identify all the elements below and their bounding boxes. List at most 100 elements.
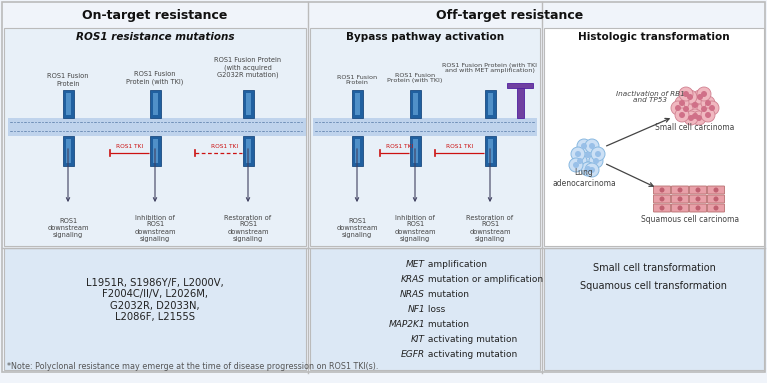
Text: ROS1 TKI: ROS1 TKI: [212, 144, 239, 149]
Bar: [413, 93, 418, 115]
FancyBboxPatch shape: [653, 195, 670, 203]
Text: Squamous cell carcinoma: Squamous cell carcinoma: [641, 216, 739, 224]
Circle shape: [705, 100, 711, 106]
Text: ROS1 Fusion Protein
(with acquired
G2032R mutation): ROS1 Fusion Protein (with acquired G2032…: [215, 57, 281, 79]
Text: Lung
adenocarcinoma: Lung adenocarcinoma: [552, 168, 616, 188]
FancyBboxPatch shape: [707, 204, 725, 212]
Text: NF1: NF1: [407, 305, 425, 314]
Circle shape: [701, 96, 715, 110]
Circle shape: [671, 101, 685, 115]
Circle shape: [660, 196, 664, 201]
Bar: [413, 139, 418, 163]
Bar: [544, 28, 764, 246]
Circle shape: [692, 102, 698, 108]
Circle shape: [589, 154, 603, 168]
Circle shape: [701, 91, 707, 97]
Circle shape: [677, 206, 683, 211]
Circle shape: [688, 98, 702, 112]
Bar: [313, 118, 537, 136]
FancyBboxPatch shape: [707, 186, 725, 194]
Bar: [153, 93, 158, 115]
Text: Off-target resistance: Off-target resistance: [436, 10, 584, 23]
Circle shape: [573, 154, 587, 168]
FancyBboxPatch shape: [707, 195, 725, 203]
Circle shape: [569, 158, 583, 172]
Bar: [153, 139, 158, 163]
FancyBboxPatch shape: [671, 195, 689, 203]
Circle shape: [683, 90, 697, 104]
Text: mutation: mutation: [425, 290, 469, 299]
Text: *Note: Polyclonal resistance may emerge at the time of disease progression on RO: *Note: Polyclonal resistance may emerge …: [7, 362, 378, 371]
Bar: [66, 139, 71, 163]
Bar: [485, 90, 496, 118]
Circle shape: [705, 101, 719, 115]
Circle shape: [585, 163, 599, 177]
Text: ROS1 Fusion
Protein: ROS1 Fusion Protein: [337, 75, 377, 85]
Circle shape: [693, 90, 707, 104]
FancyBboxPatch shape: [653, 186, 670, 194]
Text: activating mutation: activating mutation: [425, 335, 517, 344]
Text: ROS1
downstream
signaling: ROS1 downstream signaling: [48, 218, 89, 238]
Bar: [410, 90, 421, 118]
Bar: [355, 93, 360, 115]
Text: amplification: amplification: [425, 260, 487, 269]
Text: KRAS: KRAS: [401, 275, 425, 284]
Circle shape: [677, 196, 683, 201]
Circle shape: [683, 106, 689, 112]
Text: Restoration of
ROS1
downstream
signaling: Restoration of ROS1 downstream signaling: [225, 214, 272, 242]
Text: ROS1 TKI: ROS1 TKI: [446, 144, 473, 149]
Bar: [517, 88, 524, 118]
Circle shape: [675, 108, 689, 122]
Circle shape: [713, 196, 719, 201]
Circle shape: [696, 196, 700, 201]
Text: ROS1 Fusion
Protein (with TKI): ROS1 Fusion Protein (with TKI): [127, 71, 183, 85]
Circle shape: [688, 109, 702, 123]
Bar: [310, 248, 540, 370]
Circle shape: [696, 188, 700, 193]
Text: ROS1 TKI: ROS1 TKI: [387, 144, 413, 149]
Text: Inhibition of
ROS1
downstream
signaling: Inhibition of ROS1 downstream signaling: [134, 214, 176, 242]
Bar: [355, 139, 360, 163]
Circle shape: [705, 112, 711, 118]
Text: MET: MET: [406, 260, 425, 269]
Circle shape: [581, 148, 595, 162]
Bar: [352, 136, 363, 166]
Bar: [66, 93, 71, 115]
Bar: [4, 28, 306, 246]
Circle shape: [589, 143, 595, 149]
Text: activating mutation: activating mutation: [425, 350, 517, 359]
Text: Histologic transformation: Histologic transformation: [578, 32, 730, 42]
Bar: [352, 90, 363, 118]
Text: mutation or amplification: mutation or amplification: [425, 275, 543, 284]
Text: EGFR: EGFR: [401, 350, 425, 359]
Circle shape: [581, 162, 595, 176]
Circle shape: [684, 111, 698, 125]
Bar: [243, 136, 254, 166]
Text: Inactivation of RB1
and TP53: Inactivation of RB1 and TP53: [616, 90, 684, 103]
Text: mutation: mutation: [425, 320, 469, 329]
Circle shape: [660, 206, 664, 211]
FancyBboxPatch shape: [690, 204, 706, 212]
Circle shape: [692, 113, 698, 119]
Bar: [243, 90, 254, 118]
Bar: [507, 83, 533, 88]
Circle shape: [683, 91, 689, 97]
Text: KIT: KIT: [411, 335, 425, 344]
Circle shape: [675, 96, 689, 110]
Bar: [246, 93, 251, 115]
Circle shape: [571, 147, 585, 161]
Circle shape: [713, 188, 719, 193]
Text: Bypass pathway activation: Bypass pathway activation: [346, 32, 504, 42]
Bar: [8, 118, 306, 136]
Bar: [410, 136, 421, 166]
Circle shape: [701, 106, 707, 112]
Bar: [63, 90, 74, 118]
Circle shape: [679, 100, 685, 106]
Circle shape: [679, 112, 685, 118]
FancyBboxPatch shape: [671, 204, 689, 212]
Circle shape: [687, 94, 693, 100]
Text: ROS1 TKI: ROS1 TKI: [117, 144, 143, 149]
Circle shape: [573, 162, 579, 168]
Circle shape: [675, 105, 681, 111]
Circle shape: [679, 102, 693, 116]
